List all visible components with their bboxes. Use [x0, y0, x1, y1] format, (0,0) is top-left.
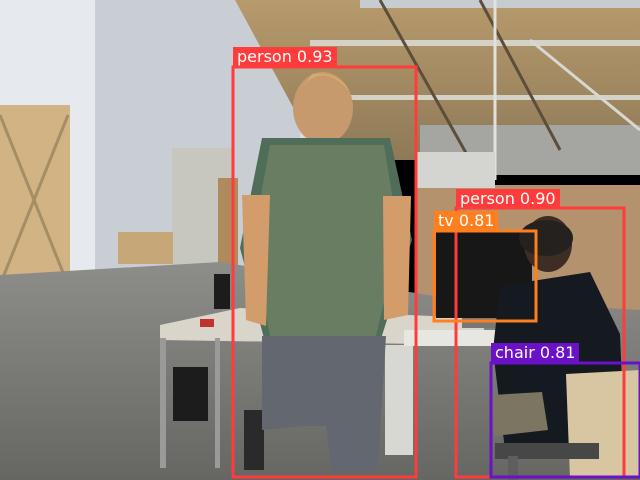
detection-box-chair — [489, 361, 640, 479]
detection-label-person-2: person 0.90 — [456, 189, 560, 209]
detection-label-person-1: person 0.93 — [233, 47, 337, 67]
detection-label-tv: tv 0.81 — [434, 211, 499, 231]
detection-box-person-1 — [231, 65, 418, 479]
detection-box-tv — [432, 229, 538, 323]
detection-label-chair: chair 0.81 — [491, 343, 580, 363]
